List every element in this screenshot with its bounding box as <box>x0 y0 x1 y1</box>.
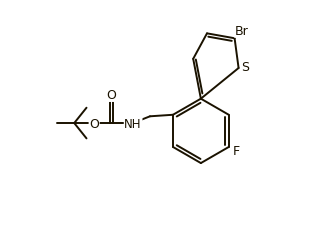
Text: O: O <box>89 117 99 130</box>
Text: Br: Br <box>234 25 248 38</box>
Text: F: F <box>233 144 240 157</box>
Text: O: O <box>107 89 117 102</box>
Text: NH: NH <box>124 117 142 130</box>
Text: S: S <box>241 61 249 74</box>
